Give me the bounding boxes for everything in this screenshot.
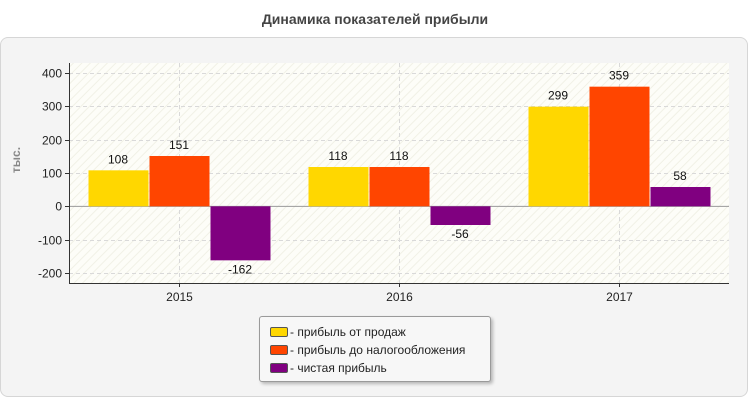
x-tick-label: 2015 (166, 290, 193, 304)
data-label: 299 (548, 89, 568, 103)
bar (88, 170, 149, 207)
data-label: -162 (228, 262, 252, 276)
y-tick-label: -200 (38, 267, 62, 281)
legend-label: чистая прибыль (290, 361, 386, 375)
legend-swatch (270, 327, 288, 337)
bar (528, 106, 589, 207)
data-label: -56 (451, 227, 469, 241)
bar (308, 167, 369, 207)
chart-title: Динамика показателей прибыли (261, 11, 489, 27)
bars (88, 86, 711, 261)
legend-item-pretax-profit[interactable]: прибыль до налогообложения (270, 341, 490, 359)
legend-item-net-profit[interactable]: чистая прибыль (270, 359, 490, 377)
y-axis-label: тыс. (9, 147, 23, 173)
bar (369, 167, 430, 207)
y-tick-label: -100 (38, 234, 62, 248)
y-tick-label: 0 (55, 200, 62, 214)
y-tick-label: 300 (42, 100, 62, 114)
data-label: 108 (108, 152, 128, 166)
data-label: 58 (673, 169, 687, 183)
y-tick-label: 200 (42, 134, 62, 148)
data-label: 118 (389, 149, 408, 163)
bar (650, 187, 711, 207)
axes: -200 -100 0 100 200 300 400 2015 2016 2017 (38, 63, 729, 304)
legend-swatch (270, 363, 288, 373)
legend-label: прибыль от продаж (290, 325, 406, 339)
data-label: 118 (328, 149, 347, 163)
legend-label: прибыль до налогообложения (290, 343, 465, 357)
x-tick-label: 2016 (386, 290, 413, 304)
bar (430, 206, 491, 225)
bar (210, 206, 271, 261)
bar (149, 156, 210, 207)
data-label: 151 (169, 138, 189, 152)
legend-item-sales-profit[interactable]: прибыль от продаж (270, 323, 490, 341)
y-tick-label: 100 (42, 167, 62, 181)
legend: прибыль от продаж прибыль до налогооблож… (259, 316, 491, 382)
legend-swatch (270, 345, 288, 355)
x-tick-label: 2017 (606, 290, 633, 304)
data-label: 359 (609, 69, 629, 83)
y-tick-label: 400 (42, 67, 62, 81)
data-labels: 108 151 -162 118 118 -56 299 359 58 (108, 69, 687, 277)
bar (589, 86, 650, 207)
